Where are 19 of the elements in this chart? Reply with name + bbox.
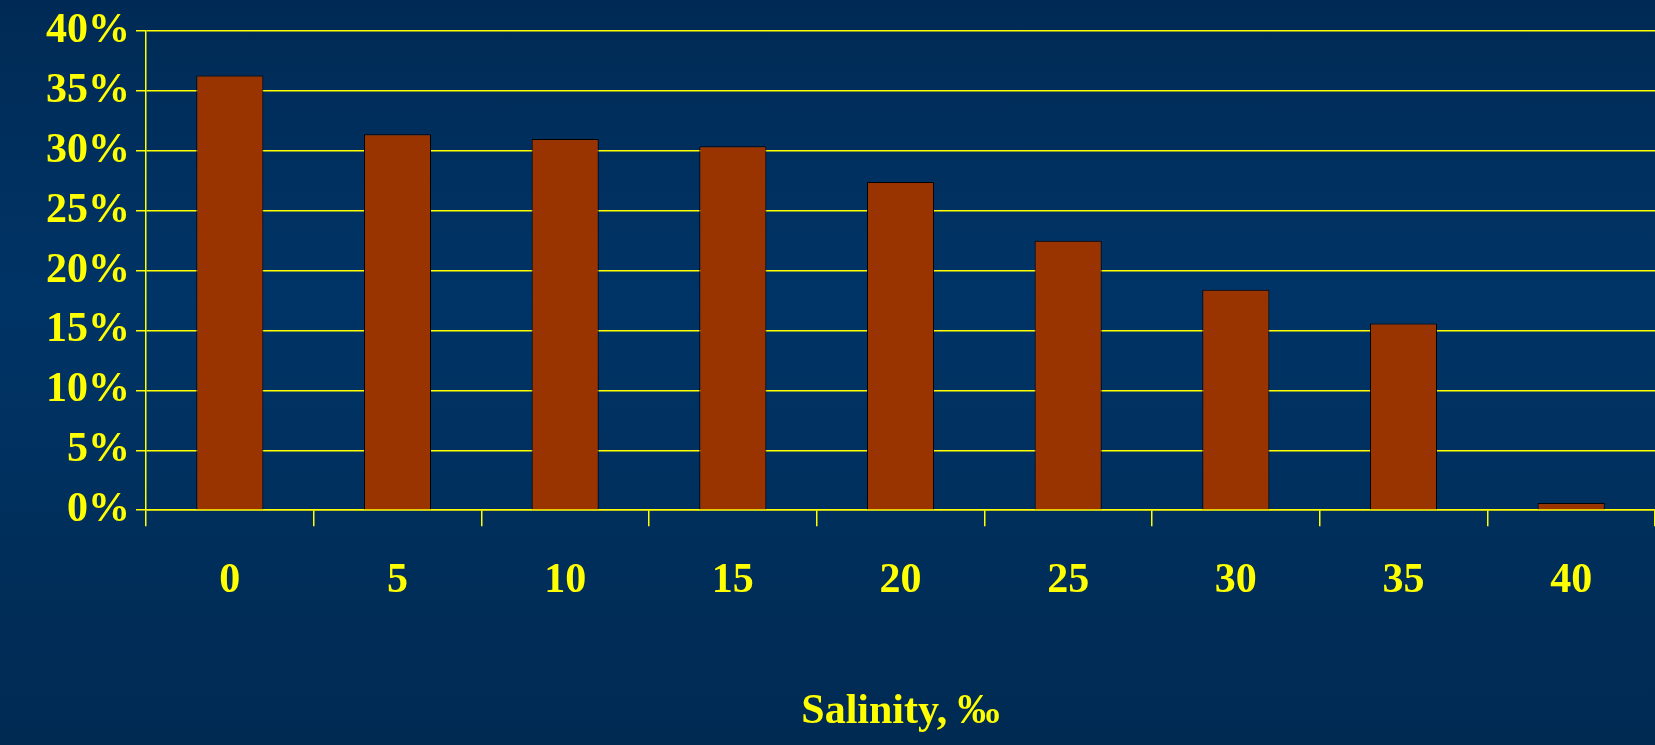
y-tick-label: 35%: [46, 64, 130, 111]
y-tick-label: 30%: [46, 124, 130, 171]
y-tick-label: 15%: [46, 304, 130, 351]
x-tick-label: 10: [544, 555, 587, 602]
y-tick-label: 5%: [67, 424, 130, 471]
y-tick-label: 0%: [67, 484, 130, 531]
x-tick-label: 15: [711, 555, 754, 602]
x-tick-label: 20: [879, 555, 922, 602]
x-axis-title: Salinity, ‰: [801, 685, 1000, 732]
y-tick-label: 40%: [46, 5, 130, 52]
x-tick-label: 30: [1214, 555, 1257, 602]
x-tick-label: 25: [1047, 555, 1090, 602]
y-tick-label: 10%: [46, 364, 130, 411]
x-tick-label: 5: [387, 555, 408, 602]
y-tick-label: 25%: [46, 184, 130, 231]
x-tick-label: 40: [1550, 555, 1593, 602]
y-tick-label: 20%: [46, 244, 130, 291]
x-tick-label: 0: [219, 555, 241, 602]
x-tick-label: 35: [1382, 555, 1425, 602]
